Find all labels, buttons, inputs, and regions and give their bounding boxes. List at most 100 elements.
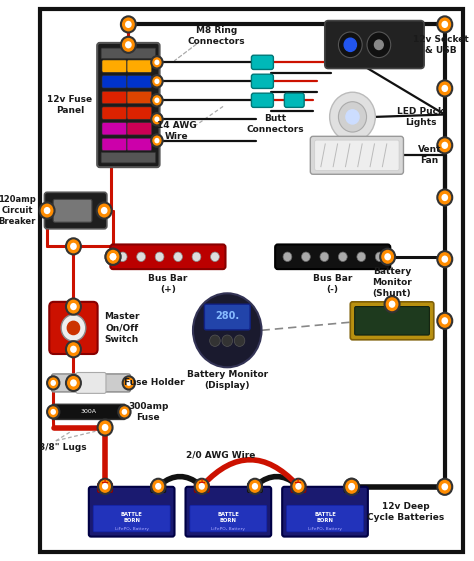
Circle shape <box>121 16 136 33</box>
Circle shape <box>101 207 108 214</box>
Text: Bus Bar
(-): Bus Bar (-) <box>313 274 352 295</box>
Circle shape <box>151 94 163 107</box>
Circle shape <box>151 479 165 494</box>
Circle shape <box>137 252 146 261</box>
FancyBboxPatch shape <box>49 302 98 354</box>
FancyBboxPatch shape <box>127 60 152 72</box>
Circle shape <box>283 252 292 261</box>
FancyArrowPatch shape <box>257 476 296 485</box>
Text: 12v Fuse
Panel: 12v Fuse Panel <box>47 95 92 115</box>
Circle shape <box>155 59 160 65</box>
Circle shape <box>121 36 136 53</box>
Circle shape <box>98 479 112 494</box>
Circle shape <box>384 253 391 260</box>
Circle shape <box>151 56 163 68</box>
Circle shape <box>320 252 329 261</box>
Text: BATTLE
BORN: BATTLE BORN <box>121 512 143 522</box>
Circle shape <box>375 252 384 261</box>
Circle shape <box>344 38 356 52</box>
FancyBboxPatch shape <box>325 21 424 68</box>
FancyBboxPatch shape <box>185 487 271 536</box>
Circle shape <box>50 409 56 415</box>
Circle shape <box>70 243 77 250</box>
Circle shape <box>338 252 347 261</box>
FancyBboxPatch shape <box>251 74 273 89</box>
Text: LiFePO₄ Battery: LiFePO₄ Battery <box>115 527 149 531</box>
Circle shape <box>155 117 160 122</box>
Text: Vent
Fan: Vent Fan <box>418 145 441 165</box>
FancyBboxPatch shape <box>76 373 106 393</box>
Text: Butt
Connectors: Butt Connectors <box>247 114 304 134</box>
Circle shape <box>106 249 120 265</box>
Text: 12v Socket
& USB: 12v Socket & USB <box>412 35 468 55</box>
Circle shape <box>441 317 448 324</box>
Text: Fuse Holder: Fuse Holder <box>125 379 185 388</box>
FancyBboxPatch shape <box>127 91 152 104</box>
Circle shape <box>155 98 160 103</box>
Circle shape <box>301 252 310 261</box>
Circle shape <box>252 483 258 490</box>
FancyBboxPatch shape <box>53 199 92 222</box>
Circle shape <box>329 92 375 141</box>
Circle shape <box>97 203 112 219</box>
Circle shape <box>70 379 77 387</box>
FancyBboxPatch shape <box>291 483 306 493</box>
FancyBboxPatch shape <box>127 122 152 135</box>
Circle shape <box>98 420 112 435</box>
FancyArrowPatch shape <box>160 476 200 485</box>
Circle shape <box>367 32 391 58</box>
Text: BATTLE
BORN: BATTLE BORN <box>218 512 239 522</box>
Circle shape <box>222 335 233 347</box>
Circle shape <box>345 479 359 494</box>
Circle shape <box>106 249 120 265</box>
Circle shape <box>47 376 59 389</box>
Circle shape <box>109 253 116 260</box>
FancyBboxPatch shape <box>204 304 250 330</box>
FancyBboxPatch shape <box>102 76 127 88</box>
Circle shape <box>126 380 132 386</box>
Circle shape <box>210 252 219 261</box>
FancyBboxPatch shape <box>102 60 127 72</box>
Text: 120amp
Circuit
Breaker: 120amp Circuit Breaker <box>0 195 36 226</box>
FancyBboxPatch shape <box>315 140 399 171</box>
Text: Bus Bar
(+): Bus Bar (+) <box>148 274 188 295</box>
Circle shape <box>438 16 452 33</box>
Circle shape <box>151 113 163 126</box>
Circle shape <box>441 255 448 263</box>
FancyBboxPatch shape <box>284 93 304 107</box>
Circle shape <box>357 252 365 261</box>
Circle shape <box>44 207 50 214</box>
Circle shape <box>173 252 182 261</box>
Circle shape <box>66 341 81 357</box>
FancyBboxPatch shape <box>127 138 152 150</box>
FancyBboxPatch shape <box>102 91 127 104</box>
FancyBboxPatch shape <box>287 505 364 532</box>
Circle shape <box>66 375 81 391</box>
Text: +: + <box>101 479 109 489</box>
Circle shape <box>210 335 220 347</box>
FancyBboxPatch shape <box>93 505 170 532</box>
FancyBboxPatch shape <box>89 487 174 536</box>
Text: +: + <box>294 479 302 489</box>
Circle shape <box>122 409 127 415</box>
FancyBboxPatch shape <box>282 487 368 536</box>
Circle shape <box>380 249 395 265</box>
Circle shape <box>384 296 400 312</box>
Circle shape <box>151 75 163 88</box>
FancyBboxPatch shape <box>355 306 429 335</box>
Circle shape <box>438 251 452 267</box>
Circle shape <box>348 483 355 490</box>
Circle shape <box>125 41 132 48</box>
Circle shape <box>40 203 55 219</box>
FancyBboxPatch shape <box>194 483 209 493</box>
FancyBboxPatch shape <box>102 122 127 135</box>
Circle shape <box>295 483 301 490</box>
Text: +: + <box>198 479 206 489</box>
Circle shape <box>151 135 163 147</box>
Text: 3/8" Lugs: 3/8" Lugs <box>39 443 86 452</box>
FancyBboxPatch shape <box>350 302 434 340</box>
Circle shape <box>338 102 366 132</box>
FancyBboxPatch shape <box>97 43 160 167</box>
Text: Master
On/Off
Switch: Master On/Off Switch <box>104 312 139 343</box>
Circle shape <box>292 479 305 494</box>
